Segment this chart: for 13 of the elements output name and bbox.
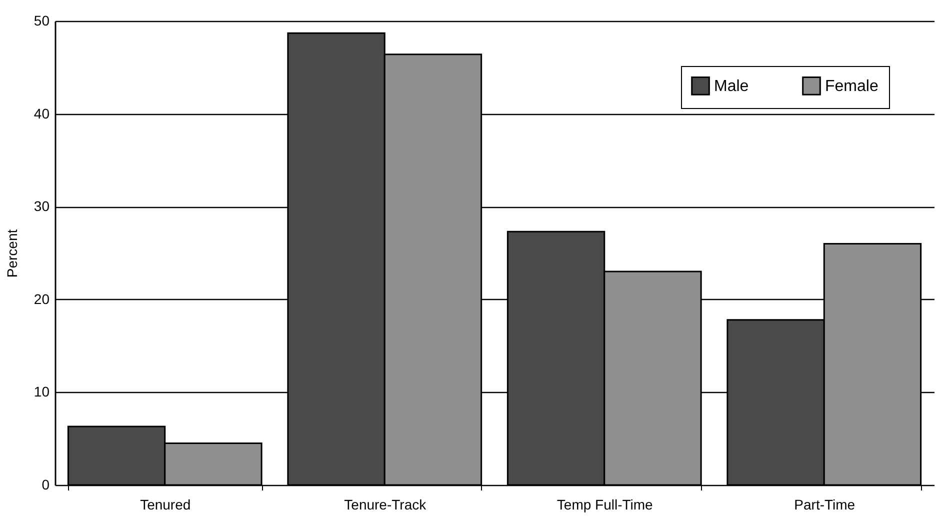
x-tick-label: Part-Time [794, 496, 856, 512]
y-tick-label: 40 [34, 105, 50, 122]
y-tick-label: 0 [42, 476, 50, 492]
legend-label: Male [714, 78, 749, 95]
x-tick-label: Tenure-Track [344, 496, 428, 512]
y-tick-label: 30 [34, 198, 50, 214]
y-axis-title: Percent [4, 229, 20, 278]
y-tick-label: 20 [34, 290, 50, 307]
legend-label: Female [825, 78, 878, 95]
y-tick-label: 50 [34, 12, 50, 28]
y-tick-label: 10 [34, 384, 50, 400]
x-tick-label: Temp Full-Time [556, 496, 654, 512]
x-tick-label: Tenured [140, 496, 191, 512]
